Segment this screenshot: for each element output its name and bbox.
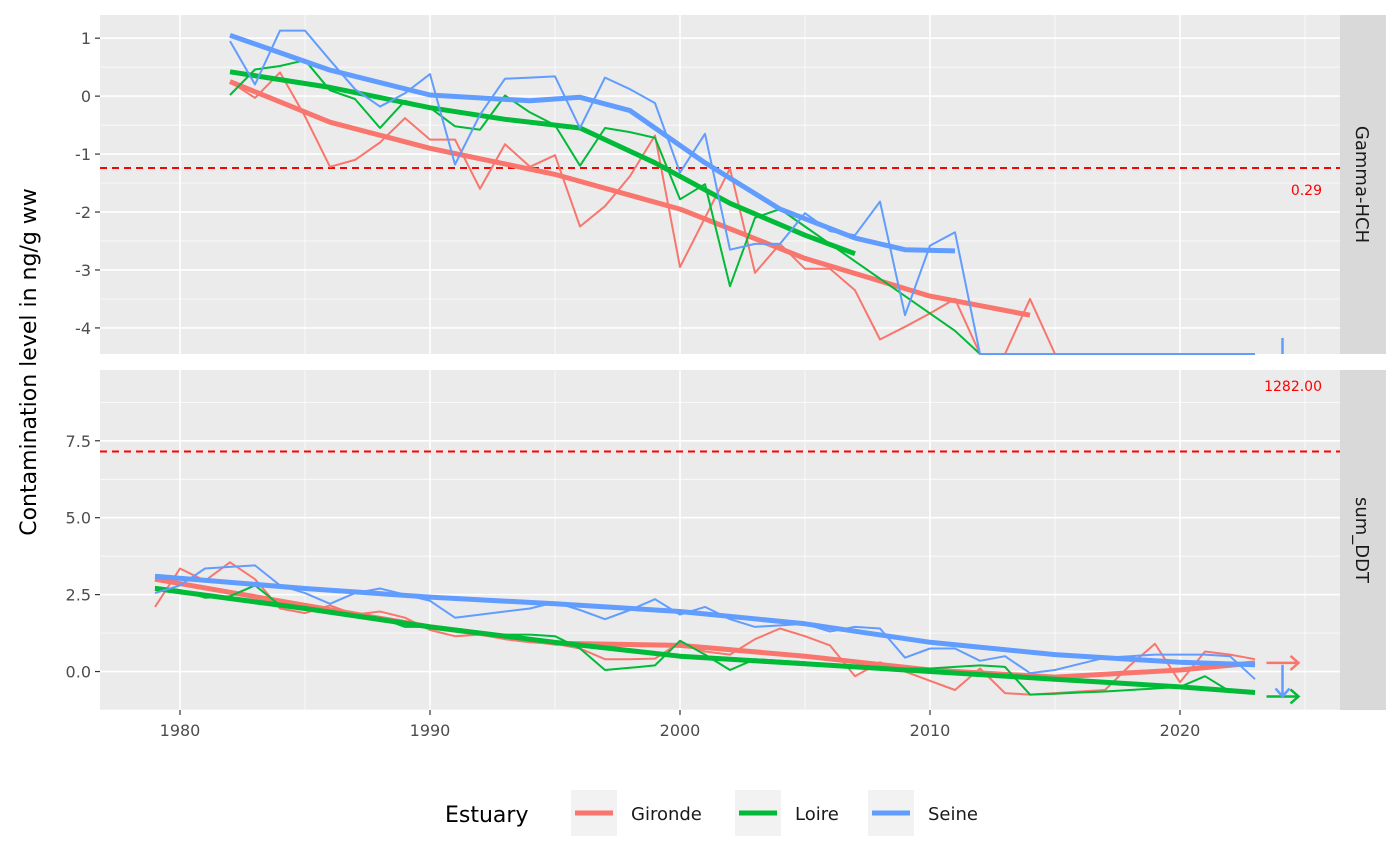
series-group bbox=[229, 29, 1255, 355]
trend-line-seine bbox=[229, 32, 956, 254]
threshold-label: 0.29 bbox=[1291, 183, 1322, 199]
y-axis-title: Contamination level in ng/g ww bbox=[17, 188, 42, 536]
x-tick-label: 2000 bbox=[660, 721, 701, 740]
facet-strip-label: sum_DDT bbox=[1351, 497, 1372, 584]
y-tick-label: 0 bbox=[81, 87, 91, 106]
down-arrow-icon bbox=[1274, 687, 1291, 699]
right-arrow-icon bbox=[1289, 654, 1301, 671]
legend-entries: Gironde Loire Seine bbox=[571, 790, 978, 836]
y-tick-label: -2 bbox=[75, 203, 91, 222]
x-tick-label: 2010 bbox=[910, 721, 951, 740]
facet-strip-label: Gamma-HCH bbox=[1351, 126, 1372, 243]
x-tick-label: 1990 bbox=[410, 721, 451, 740]
right-arrow-icon bbox=[1289, 688, 1301, 705]
threshold-label: 1282.00 bbox=[1264, 379, 1322, 395]
legend: Estuary Gironde Loire Seine bbox=[445, 790, 978, 836]
y-tick-label: 2.5 bbox=[66, 586, 91, 605]
trend-line-seine bbox=[154, 573, 1256, 668]
panels-layer: 1 0 -1 -2 -3 -4 0.29 Gamma-HCH 7.5 5.0 2.5 0.0 1282.… bbox=[66, 15, 1386, 740]
y-tick-label: 0.0 bbox=[66, 663, 91, 682]
series-group bbox=[154, 561, 1256, 696]
y-tick-label: -1 bbox=[75, 145, 91, 164]
legend-entry-loire: Loire bbox=[735, 790, 839, 836]
legend-label: Seine bbox=[928, 804, 978, 825]
legend-entry-gironde: Gironde bbox=[571, 790, 702, 836]
panel-gamma-hch: 1 0 -1 -2 -3 -4 0.29 Gamma-HCH bbox=[75, 15, 1386, 355]
y-tick-label: -4 bbox=[75, 319, 91, 338]
trend-line-loire bbox=[154, 586, 1256, 695]
series-line-loire bbox=[229, 59, 981, 355]
y-tick-label: 5.0 bbox=[66, 509, 91, 528]
legend-label: Loire bbox=[795, 804, 839, 825]
x-tick-label: 2020 bbox=[1160, 721, 1201, 740]
y-tick-label: 7.5 bbox=[66, 432, 91, 451]
panel-background bbox=[100, 15, 1340, 354]
trend-line-gironde bbox=[229, 79, 1031, 318]
y-tick-label: 1 bbox=[81, 29, 91, 48]
facet-strip bbox=[1340, 370, 1386, 710]
x-tick-label: 1980 bbox=[160, 721, 201, 740]
legend-title: Estuary bbox=[445, 803, 528, 828]
legend-label: Gironde bbox=[631, 804, 702, 825]
panel-sum-ddt: 7.5 5.0 2.5 0.0 1282.00 sum_DDT bbox=[66, 370, 1386, 711]
facet-strip bbox=[1340, 15, 1386, 354]
y-tick-label: -3 bbox=[75, 261, 91, 280]
series-line-seine bbox=[154, 564, 1256, 680]
legend-entry-seine: Seine bbox=[868, 790, 978, 836]
series-line-seine bbox=[229, 29, 1255, 355]
